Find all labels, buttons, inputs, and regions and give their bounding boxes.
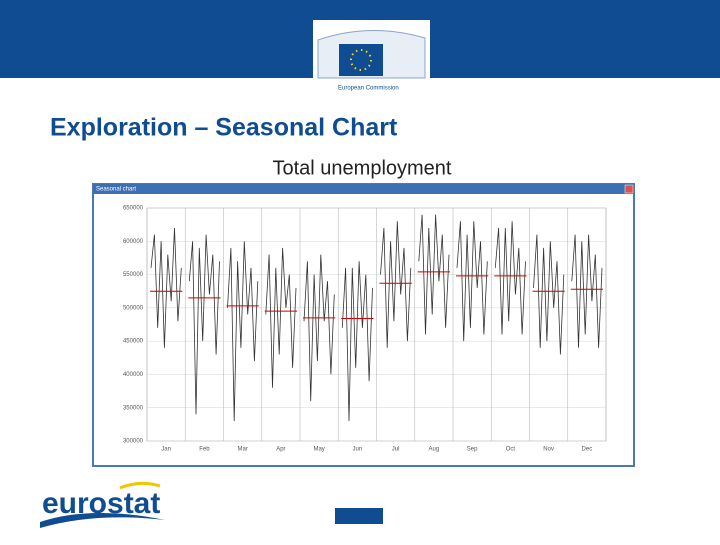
x-tick-label: Oct (506, 447, 516, 453)
slide-subtitle: Total unemployment (273, 157, 452, 179)
logo-arc (119, 481, 161, 490)
x-tick-label: Dec (582, 447, 593, 453)
month-line (418, 214, 450, 335)
window-titlebar (93, 184, 634, 194)
logo-text: European Commission (338, 86, 399, 92)
month-line (265, 247, 297, 388)
eu-flag (339, 44, 383, 76)
x-tick-label: Jun (353, 447, 363, 453)
ec-logo: European Commission (313, 20, 430, 104)
x-tick-label: Jul (392, 447, 400, 453)
y-tick-label: 400000 (123, 372, 144, 378)
x-tick-label: Nov (543, 447, 554, 453)
x-tick-label: Aug (429, 447, 440, 453)
month-line (494, 221, 526, 335)
month-line (150, 227, 182, 348)
slide-title: Exploration – Seasonal Chart (50, 114, 398, 142)
y-tick-label: 450000 (123, 339, 144, 345)
logo-swoosh (40, 512, 165, 528)
y-tick-label: 300000 (123, 439, 144, 445)
y-tick-label: 350000 (123, 405, 144, 411)
x-tick-label: Jan (161, 447, 171, 453)
logo-text: eurostat (42, 487, 160, 520)
window-close[interactable] (624, 184, 634, 194)
window-title: Seasonal chart (96, 187, 136, 193)
x-tick-label: May (313, 447, 324, 453)
month-line (456, 221, 488, 342)
x-tick-label: Apr (276, 447, 285, 453)
y-tick-label: 600000 (123, 239, 144, 245)
month-line (571, 234, 603, 348)
y-tick-label: 650000 (123, 206, 144, 212)
x-tick-label: Mar (237, 447, 247, 453)
month-line (303, 254, 335, 402)
month-line (341, 261, 373, 422)
y-tick-label: 500000 (123, 305, 144, 311)
footer-block (335, 508, 383, 524)
x-tick-label: Sep (467, 447, 478, 453)
month-line (188, 234, 220, 415)
month-line (227, 241, 259, 422)
plot: 300000 350000 400000 450000 500000 550000 6000… (123, 206, 607, 453)
eurostat-logo: eurostat (40, 481, 165, 528)
eu-stars (350, 49, 372, 71)
y-tick-label: 550000 (123, 272, 144, 278)
month-line (380, 221, 412, 348)
x-tick-label: Feb (199, 447, 210, 453)
